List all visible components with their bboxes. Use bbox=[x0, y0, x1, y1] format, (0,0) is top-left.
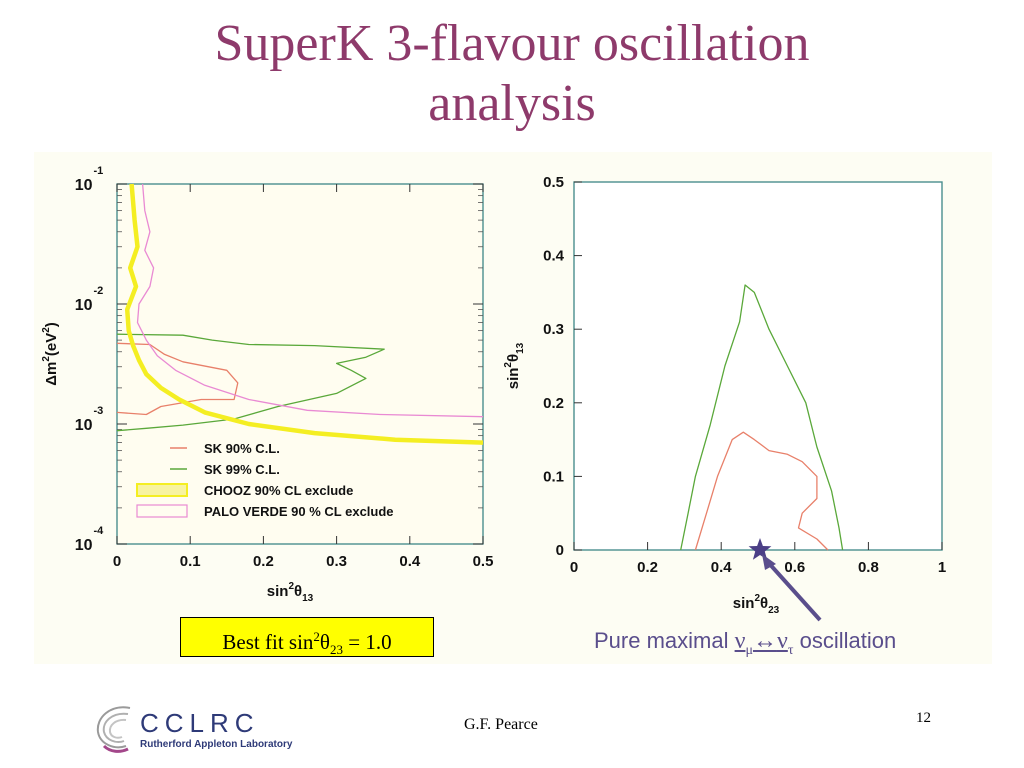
chart1-y-tick-base: 10 bbox=[75, 177, 93, 194]
chart1-x-tick-label: 0.5 bbox=[473, 553, 494, 570]
chart1-y-axis-unit-sq: 2 bbox=[41, 327, 52, 333]
chart1-legend-label-0: SK 90% C.L. bbox=[204, 441, 280, 456]
chart-left: 0 0.1 0.2 0.3 0.4 0.510-110-210-310-4sin2θ13Δ… bbox=[41, 165, 493, 604]
chart1-y-tick-exp: -4 bbox=[94, 525, 105, 537]
chart2-y-tick-label: 0.5 bbox=[543, 174, 564, 191]
best-fit-sup: 2 bbox=[313, 629, 320, 644]
chart1-y-axis-close: ) bbox=[43, 322, 60, 327]
chart2-series-1-line bbox=[694, 431, 829, 551]
slide-title: SuperK 3-flavour oscillation analysis bbox=[0, 14, 1024, 134]
chart2-x-tick-label: 1 bbox=[938, 559, 946, 576]
chart2-y-tick-label: 0.4 bbox=[543, 248, 565, 265]
logo-name: CCLRC bbox=[140, 708, 260, 738]
chart2-x-axis-label-theta: θ bbox=[760, 595, 768, 612]
annotation-arrow-shaft bbox=[764, 558, 822, 622]
chart2-y-tick-label: 0.1 bbox=[543, 468, 564, 485]
chart2-y-axis-label-sub: 13 bbox=[515, 342, 526, 354]
oscillation-plots: 0 0.1 0.2 0.3 0.4 0.510-110-210-310-4sin2θ13Δ… bbox=[41, 165, 946, 622]
best-fit-prefix: Best fit sin bbox=[222, 630, 314, 654]
logo-subtitle: Rutherford Appleton Laboratory bbox=[140, 739, 293, 750]
chart1-series-1-line bbox=[116, 333, 385, 432]
chart1-y-axis-unit: (eV bbox=[43, 333, 60, 356]
chart2-x-tick-label: 0.6 bbox=[784, 559, 805, 576]
chart1-legend-swatch-3 bbox=[136, 504, 188, 518]
chart1-series-0-line bbox=[116, 342, 239, 416]
chart2-x-axis-label: sin2θ23 bbox=[733, 593, 780, 616]
chart2-y-axis-label-theta: θ bbox=[505, 354, 522, 362]
chart1-x-tick-label: 0.3 bbox=[326, 553, 347, 570]
chart1-y-tick-label: 10-1 bbox=[75, 165, 104, 194]
best-fit-theta: θ bbox=[319, 630, 330, 654]
best-fit-box: Best fit sin2θ23 = 1.0 bbox=[180, 617, 434, 657]
swirl-logo-icon bbox=[96, 706, 131, 753]
chart2-y-axis-label-sq: 2 bbox=[503, 362, 514, 368]
chart1-x-axis-label-sub: 13 bbox=[302, 593, 314, 604]
chart1-y-tick-exp: -2 bbox=[94, 285, 104, 297]
chart2-plot-frame bbox=[573, 181, 943, 551]
cclrc-logo: CCLRC Rutherford Appleton Laboratory bbox=[90, 700, 293, 756]
chart2-x-axis-label-sub: 23 bbox=[768, 605, 780, 616]
annotation-sub2: τ bbox=[787, 642, 794, 658]
chart1-y-tick-base: 10 bbox=[75, 297, 93, 314]
title-line-1: SuperK 3-flavour oscillation bbox=[214, 15, 810, 72]
chart2-x-tick-label: 0.4 bbox=[711, 559, 733, 576]
chart1-x-tick-label: 0 bbox=[113, 553, 121, 570]
chart1-y-tick-label: 10-4 bbox=[75, 525, 104, 554]
title-line-2: analysis bbox=[428, 75, 596, 132]
annotation-arrow: ↔ bbox=[752, 628, 777, 654]
chart2-x-axis-label-sin: sin bbox=[733, 595, 755, 612]
chart1-x-tick-label: 0.1 bbox=[180, 553, 201, 570]
chart1-y-tick-base: 10 bbox=[75, 417, 93, 434]
chart1-legend-label-1: SK 99% C.L. bbox=[204, 462, 280, 477]
chart1-legend-swatch-2 bbox=[136, 483, 188, 497]
annotation-label: Pure maximal νμ↔ντ oscillation bbox=[594, 628, 896, 659]
chart-right: 0 0.2 0.4 0.6 0.8 100.10.20.30.40.5sin2θ23sin… bbox=[503, 174, 946, 622]
chart2-x-tick-label: 0 bbox=[570, 559, 578, 576]
chart1-y-tick-exp: -3 bbox=[94, 405, 104, 417]
annotation-process: νμ↔ντ bbox=[734, 628, 794, 658]
author: G.F. Pearce bbox=[464, 716, 538, 733]
chart1-y-axis-sq: 2 bbox=[41, 356, 52, 362]
annotation-nu1: ν bbox=[734, 628, 746, 654]
chart1-x-axis-label: sin2θ13 bbox=[267, 581, 314, 604]
best-fit-star-marker bbox=[748, 538, 772, 560]
chart1-y-axis-dm: Δm bbox=[43, 362, 60, 386]
chart1-x-axis-label-sin: sin bbox=[267, 583, 289, 600]
chart1-legend-label-3: PALO VERDE 90 % CL exclude bbox=[204, 504, 394, 519]
chart1-x-tick-label: 0.2 bbox=[253, 553, 274, 570]
chart2-y-tick-label: 0 bbox=[556, 542, 564, 559]
chart1-y-axis-label: Δm2(eV2) bbox=[41, 322, 60, 386]
chart2-y-tick-label: 0.3 bbox=[543, 321, 564, 338]
chart1-y-tick-label: 10-2 bbox=[75, 285, 104, 314]
chart1-x-axis-label-sq: 2 bbox=[288, 581, 294, 592]
chart2-y-tick-label: 0.2 bbox=[543, 395, 564, 412]
annotation-sub1: μ bbox=[745, 642, 753, 658]
chart2-series-0-line bbox=[680, 284, 844, 551]
chart1-y-tick-base: 10 bbox=[75, 537, 93, 554]
annotation-arrow-head bbox=[762, 554, 776, 570]
annotation-prefix: Pure maximal bbox=[594, 628, 735, 653]
chart1-legend-label-2: CHOOZ 90% CL exclude bbox=[204, 483, 353, 498]
chart2-x-axis-label-sq: 2 bbox=[754, 593, 760, 604]
chart1-x-axis-label-theta: θ bbox=[294, 583, 302, 600]
chart1-y-tick-exp: -1 bbox=[94, 165, 104, 177]
best-fit-sub: 23 bbox=[329, 642, 343, 658]
chart2-x-tick-label: 0.8 bbox=[858, 559, 879, 576]
figure-panel: 0 0.1 0.2 0.3 0.4 0.5 10-1 10-2 10-3 10-4 sin2θ13 Δ… bbox=[34, 152, 992, 664]
chart2-y-axis-label: sin2θ13 bbox=[503, 342, 526, 389]
chart1-series-2-line bbox=[124, 183, 484, 445]
page-number: 12 bbox=[916, 710, 931, 726]
chart2-x-tick-label: 0.2 bbox=[637, 559, 658, 576]
chart1-x-tick-label: 0.4 bbox=[399, 553, 421, 570]
annotation-nu2: ν bbox=[776, 628, 788, 654]
chart1-y-tick-label: 10-3 bbox=[75, 405, 104, 434]
chart2-y-axis-label-sin: sin bbox=[505, 368, 522, 390]
best-fit-suffix: = 1.0 bbox=[342, 630, 392, 654]
chart1-series-3-line bbox=[136, 183, 484, 418]
annotation-suffix: oscillation bbox=[793, 628, 897, 653]
